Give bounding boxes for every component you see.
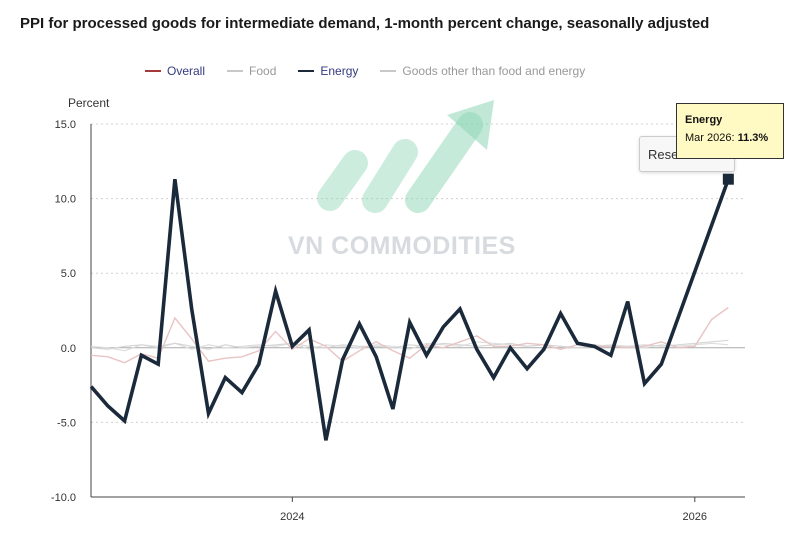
y-tick-label: -10.0 xyxy=(51,492,76,504)
tooltip-label: Mar 2026: xyxy=(685,132,735,144)
legend-swatch-goods xyxy=(380,70,397,72)
watermark-text: VN COMMODITIES xyxy=(288,232,516,260)
legend: Overall Food Energy Goods other than foo… xyxy=(145,63,607,79)
legend-swatch-overall xyxy=(145,70,161,72)
legend-swatch-energy xyxy=(298,70,315,72)
axes: 15.0 10.0 5.0 0.0 -5.0 -10.0 2024 2026 xyxy=(51,119,745,523)
x-tick-label: 2026 xyxy=(683,511,707,523)
y-tick-label: 5.0 xyxy=(61,268,76,280)
legend-label-overall: Overall xyxy=(167,64,206,78)
legend-swatch-food xyxy=(227,70,244,72)
x-tick-label: 2024 xyxy=(280,511,304,523)
series-line-overall[interactable] xyxy=(91,306,729,364)
tooltip: Energy Mar 2026: 11.3% xyxy=(676,103,784,159)
watermark-logo xyxy=(317,100,494,213)
series-line-energy[interactable] xyxy=(89,178,730,441)
tooltip-series: Energy xyxy=(685,114,723,126)
y-tick-label: 10.0 xyxy=(55,194,76,206)
y-tick-label: 15.0 xyxy=(55,119,76,131)
legend-label-food: Food xyxy=(249,64,277,78)
series-layer xyxy=(89,178,730,441)
y-axis-label: Percent xyxy=(68,96,110,110)
tooltip-value: 11.3% xyxy=(737,132,769,144)
legend-item-energy[interactable]: Energy xyxy=(298,64,358,78)
marker-layer xyxy=(722,173,734,185)
chart-title: PPI for processed goods for intermediate… xyxy=(20,15,710,32)
legend-label-goods: Goods other than food and energy xyxy=(402,64,586,78)
legend-item-overall[interactable]: Overall xyxy=(145,64,205,78)
legend-item-food[interactable]: Food xyxy=(227,64,276,78)
highlight-marker[interactable] xyxy=(722,173,734,185)
y-tick-label: 0.0 xyxy=(61,343,76,355)
legend-item-goods[interactable]: Goods other than food and energy xyxy=(380,64,585,78)
legend-label-energy: Energy xyxy=(320,64,359,78)
y-tick-label: -5.0 xyxy=(57,417,76,429)
